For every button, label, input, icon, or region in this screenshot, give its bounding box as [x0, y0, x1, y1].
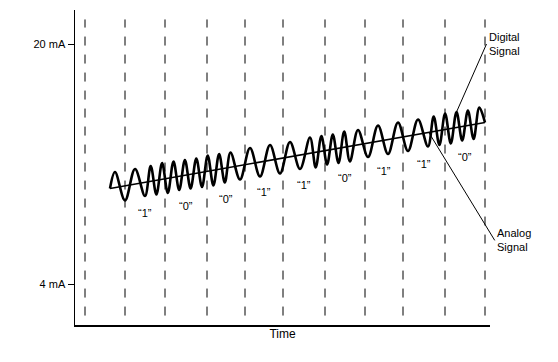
- svg-text:“0”: “0”: [179, 200, 193, 212]
- svg-text:AnalogSignal: AnalogSignal: [497, 227, 531, 253]
- svg-text:DigitalSignal: DigitalSignal: [489, 31, 520, 57]
- svg-text:“0”: “0”: [458, 151, 472, 163]
- svg-text:“0”: “0”: [219, 193, 233, 205]
- svg-text:20 mA: 20 mA: [34, 38, 66, 50]
- svg-text:“1”: “1”: [138, 207, 152, 219]
- svg-text:Time: Time: [269, 327, 296, 341]
- svg-text:“1”: “1”: [417, 158, 431, 170]
- svg-text:4 mA: 4 mA: [40, 278, 66, 290]
- svg-text:“0”: “0”: [338, 172, 352, 184]
- svg-text:“1”: “1”: [377, 165, 391, 177]
- svg-text:“1”: “1”: [257, 186, 271, 198]
- svg-text:“1”: “1”: [297, 179, 311, 191]
